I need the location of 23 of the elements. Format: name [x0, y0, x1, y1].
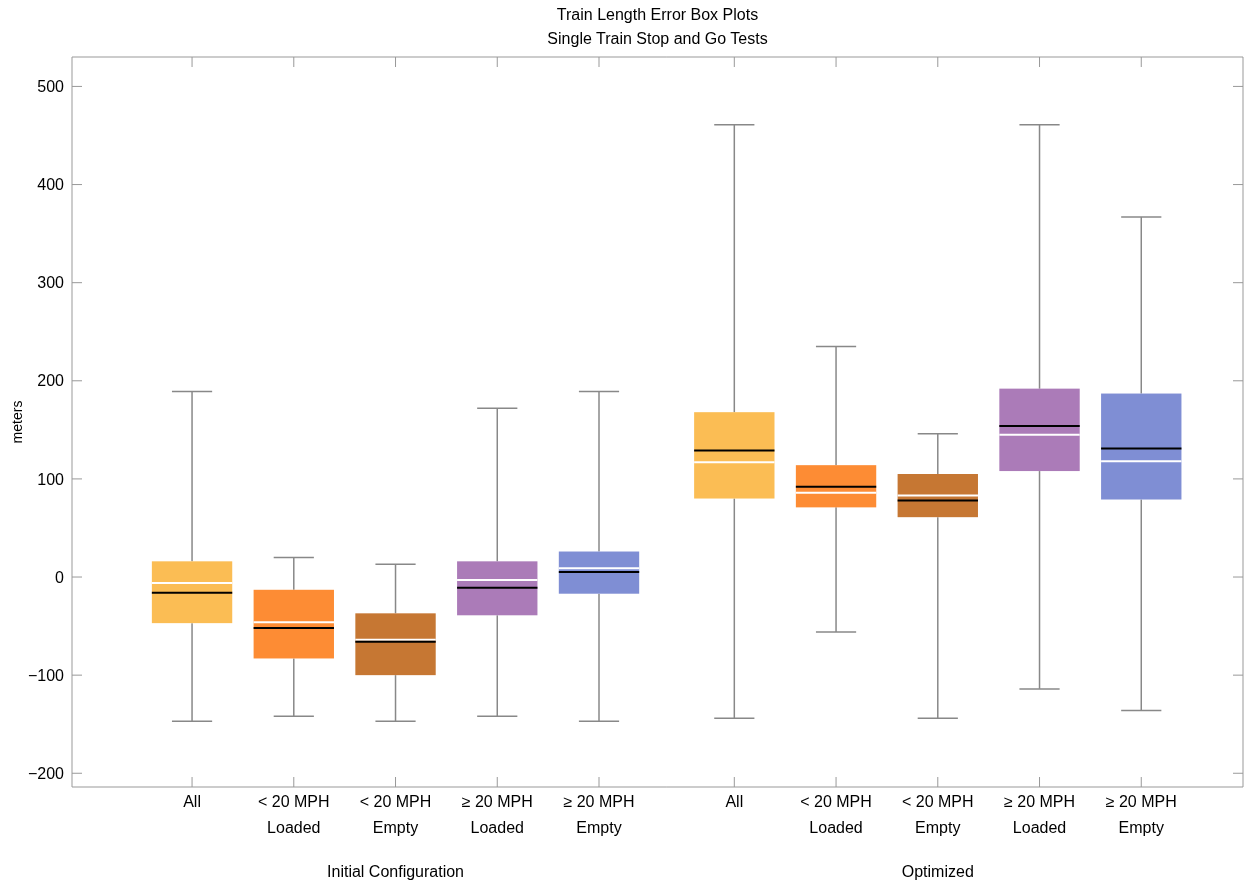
x-tick-label: All [725, 793, 744, 810]
x-tick-label: < 20 MPH Empty [359, 793, 432, 836]
x-tick-label: ≥ 20 MPH Empty [563, 793, 635, 836]
x-axis-title: Initial Configuration [327, 863, 465, 880]
x-axis-title: Optimized [901, 863, 974, 880]
y-tick-label: 0 [55, 568, 65, 586]
x-tick-label: < 20 MPH Empty [901, 793, 974, 836]
x-tick-label: ≥ 20 MPH Empty [1105, 793, 1177, 836]
x-tick-label: < 20 MPH Loaded [800, 793, 872, 836]
y-tick-label: 100 [37, 470, 65, 488]
y-tick-label: −100 [27, 666, 65, 684]
y-tick-label: 200 [37, 372, 65, 390]
y-axis-title: meters [9, 400, 25, 444]
y-tick-label: −200 [27, 764, 65, 782]
y-tick-label: 400 [37, 176, 65, 194]
y-tick-label: 300 [37, 274, 65, 292]
chart-title: Train Length Error Box Plots [556, 6, 759, 23]
x-tick-label: < 20 MPH Loaded [257, 793, 330, 836]
x-tick-label: ≥ 20 MPH Loaded [1004, 793, 1076, 836]
chart-subtitle: Single Train Stop and Go Tests [547, 30, 768, 47]
x-tick-label: ≥ 20 MPH Loaded [461, 793, 533, 836]
y-tick-label: 500 [37, 78, 65, 96]
x-tick-label: All [183, 793, 201, 810]
